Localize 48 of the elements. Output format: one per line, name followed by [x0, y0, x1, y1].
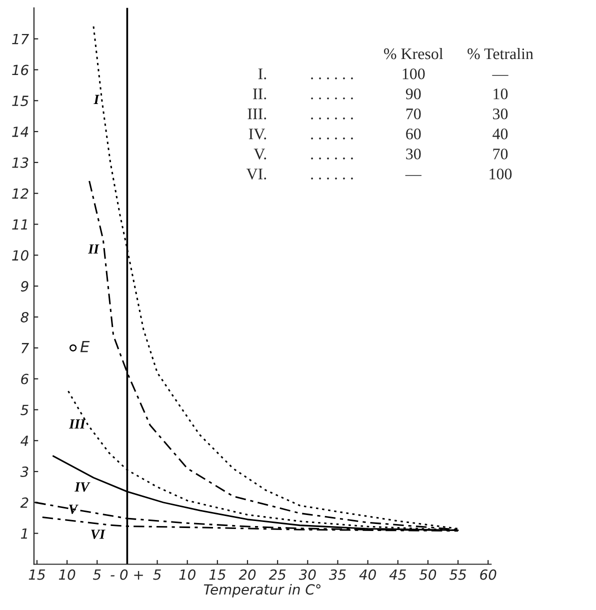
text: II. . . . . . . 90 10 [253, 88, 508, 100]
y-tick-label: 7 [22, 343, 29, 354]
x-tick-label: 45 [389, 570, 406, 580]
x-tick-label: 15 [28, 570, 46, 580]
series-label: IV [74, 482, 90, 492]
y-tick-label: 5 [20, 404, 28, 416]
y-tick-label: 16 [12, 64, 28, 76]
x-tick-label: 10 [58, 569, 76, 580]
y-tick-label: 15 [12, 96, 28, 106]
y-tick-label: 4 [20, 436, 28, 446]
y-tick-label: 9 [20, 281, 28, 292]
x-tick-label: - 0 + [110, 569, 143, 580]
x-tick-label: 5 [153, 570, 161, 580]
x-tick-label: 5 [92, 570, 101, 580]
x-tick-label: 60 [480, 569, 496, 580]
series-label: I [94, 94, 100, 104]
y-tick-label: 13 [12, 157, 28, 168]
series-label: VI [91, 530, 106, 540]
y-tick-label: 12 [12, 188, 28, 199]
text: % Kresol % Tetralin [384, 48, 534, 60]
text: IV. . . . . . . 60 40 [248, 128, 508, 140]
y-tick-label: 6 [21, 374, 28, 384]
y-tick-label: 2 [20, 497, 28, 508]
series-label: V [69, 504, 78, 514]
x-tick-label: 25 [268, 569, 286, 580]
series-label: III [68, 419, 86, 429]
x-tick-label: 20 [238, 569, 256, 580]
x-tick-label: 30 [298, 569, 316, 580]
x-tick-label: 10 [179, 569, 196, 580]
text: V. . . . . . . 30 70 [254, 148, 508, 160]
x-tick-label: 55 [449, 570, 466, 580]
text: III. . . . . . . 70 30 [248, 108, 508, 120]
text: VI. . . . . . . — 100 [246, 168, 512, 180]
y-tick-label: 14 [12, 126, 28, 137]
x-tick-label: 15 [209, 570, 226, 580]
x-tick-label: 50 [419, 569, 436, 580]
series-label: E [80, 340, 90, 352]
text: I. . . . . . . 100 — [258, 68, 508, 80]
y-tick-label: 1 [20, 528, 28, 539]
y-tick-label: 8 [20, 312, 29, 322]
y-tick-label: 3 [20, 466, 28, 478]
y-tick-label: 10 [12, 250, 28, 261]
y-tick-label: 11 [12, 219, 28, 230]
x-axis-title: Temperatur in C° [204, 584, 320, 598]
x-tick-label: 35 [328, 569, 346, 580]
y-tick-label: 17 [12, 34, 29, 44]
x-tick-label: 40 [359, 569, 376, 580]
series-label: II [88, 244, 100, 254]
